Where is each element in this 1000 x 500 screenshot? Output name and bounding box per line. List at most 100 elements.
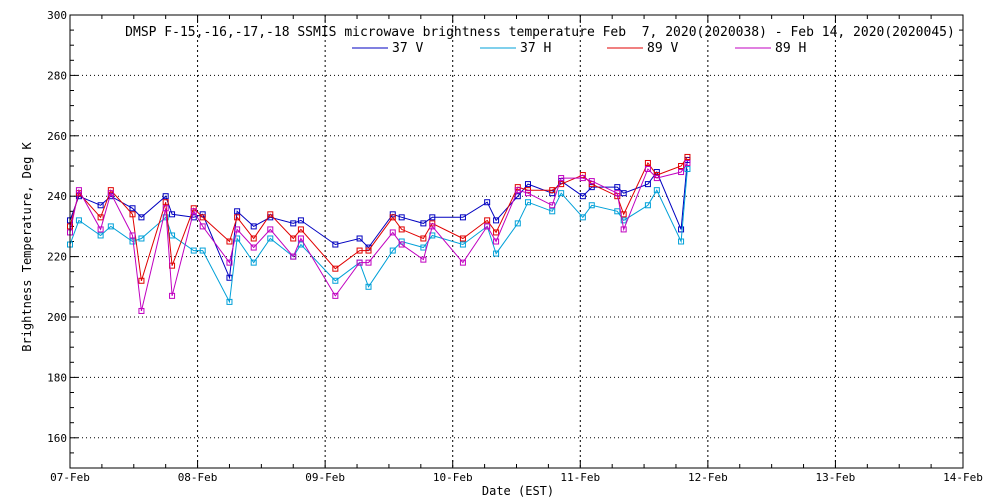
data-point-marker [524, 190, 531, 197]
data-point-marker [190, 208, 197, 215]
data-point-marker [138, 277, 145, 284]
data-point-marker [678, 169, 685, 176]
data-point-marker [199, 247, 206, 254]
data-point-marker [484, 199, 491, 206]
data-point-marker [226, 298, 233, 305]
plot-frame [69, 14, 964, 469]
data-point-marker [389, 247, 396, 254]
data-point-marker [524, 181, 531, 188]
data-point-marker [297, 217, 304, 224]
data-point-marker [398, 241, 405, 248]
grid-lines [70, 15, 963, 468]
data-point-marker [250, 244, 257, 251]
data-point-marker [234, 226, 241, 233]
data-point-marker [614, 208, 621, 215]
data-point-marker [97, 226, 104, 233]
y-tick-label: 160 [47, 432, 67, 445]
data-point-marker [169, 211, 176, 218]
data-point-marker [267, 226, 274, 233]
data-point-marker [644, 159, 651, 166]
data-point-marker [514, 220, 521, 227]
data-point-marker [389, 229, 396, 236]
data-point-marker [169, 292, 176, 299]
data-point-marker [398, 226, 405, 233]
data-point-marker [162, 205, 169, 212]
data-point-marker [365, 259, 372, 266]
data-point-marker [199, 214, 206, 221]
data-point-marker [493, 217, 500, 224]
data-point-marker [162, 193, 169, 200]
data-point-marker [332, 277, 339, 284]
y-tick-label: 240 [47, 190, 67, 203]
data-point-marker [332, 241, 339, 248]
data-point-marker [297, 235, 304, 242]
data-point-marker [620, 190, 627, 197]
data-point-marker [644, 166, 651, 173]
data-point-marker [267, 211, 274, 218]
y-axis-title: Brightness Temperature, Deg K [20, 141, 34, 351]
data-point-marker [493, 250, 500, 257]
data-point-marker [614, 190, 621, 197]
data-point-marker [459, 235, 466, 242]
data-point-marker [332, 265, 339, 272]
data-point-marker [684, 159, 691, 166]
data-point-marker [290, 235, 297, 242]
data-point-marker [356, 235, 363, 242]
data-point-marker [356, 259, 363, 266]
data-point-marker [484, 217, 491, 224]
data-point-marker [162, 199, 169, 206]
data-point-marker [250, 235, 257, 242]
data-point-marker [356, 247, 363, 254]
data-point-marker [493, 238, 500, 245]
data-point-marker [169, 232, 176, 239]
data-point-marker [420, 220, 427, 227]
data-point-marker [484, 223, 491, 230]
data-point-marker [579, 172, 586, 179]
x-tick-label: 09-Feb [305, 471, 345, 484]
data-point-marker [620, 217, 627, 224]
data-point-marker [398, 214, 405, 221]
data-point-marker [97, 232, 104, 239]
data-point-marker [644, 202, 651, 209]
data-point-marker [684, 166, 691, 173]
data-point-marker [644, 181, 651, 188]
data-point-marker [226, 259, 233, 266]
data-point-marker [459, 214, 466, 221]
data-point-marker [588, 202, 595, 209]
series-37-v [67, 156, 691, 281]
data-point-marker [653, 175, 660, 182]
legend-label: 37 H [520, 41, 551, 56]
y-tick-label: 260 [47, 130, 67, 143]
x-tick-label: 14-Feb [943, 471, 983, 484]
data-point-marker [579, 214, 586, 221]
data-point-marker [389, 214, 396, 221]
series-89-h [67, 159, 691, 314]
x-axis-title: Date (EST) [482, 484, 554, 498]
legend-label: 89 V [647, 41, 678, 56]
data-point-marker [588, 178, 595, 185]
data-point-marker [297, 226, 304, 233]
data-point-marker [420, 235, 427, 242]
legend: 37 V 37 H 89 V 89 H [352, 41, 806, 56]
legend-label: 89 H [775, 41, 806, 56]
data-point-marker [138, 235, 145, 242]
data-point-marker [267, 235, 274, 242]
x-tick-label: 10-Feb [433, 471, 473, 484]
data-point-marker [75, 217, 82, 224]
series-line [69, 162, 688, 312]
data-point-marker [558, 181, 565, 188]
data-point-marker [332, 292, 339, 299]
y-tick-label: 300 [47, 9, 67, 22]
legend-label: 37 V [392, 41, 423, 56]
data-point-marker [549, 187, 556, 194]
data-point-marker [226, 238, 233, 245]
data-point-marker [514, 184, 521, 191]
chart-title: DMSP F-15,-16,-17,-18 SSMIS microwave br… [125, 25, 955, 40]
data-point-marker [524, 187, 531, 194]
data-point-marker [620, 226, 627, 233]
data-point-marker [459, 259, 466, 266]
y-tick-label: 220 [47, 251, 67, 264]
data-point-marker [129, 232, 136, 239]
